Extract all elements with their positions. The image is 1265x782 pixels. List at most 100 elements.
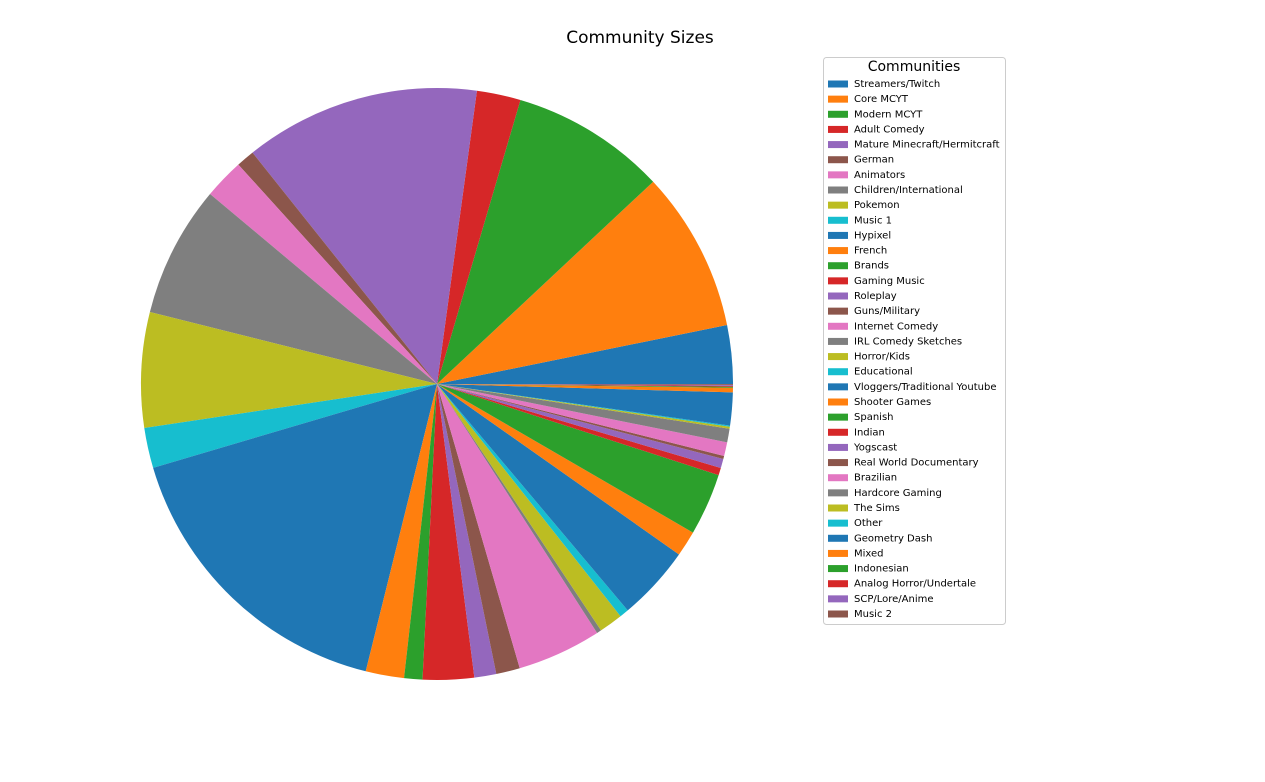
- legend-swatch: [828, 459, 848, 467]
- legend-label: Guns/Military: [854, 306, 920, 317]
- legend-label: Brazilian: [854, 473, 897, 484]
- legend-swatch: [828, 231, 848, 239]
- legend-swatch: [828, 565, 848, 573]
- legend-label: Indian: [854, 427, 885, 438]
- legend-swatch: [828, 368, 848, 376]
- pie-slice: [365, 384, 437, 679]
- legend-swatch: [828, 216, 848, 224]
- legend-label: Spanish: [854, 412, 894, 423]
- legend-swatch: [828, 383, 848, 391]
- legend-label: Horror/Kids: [854, 352, 910, 363]
- pie-slice: [238, 152, 437, 384]
- legend-swatch: [828, 353, 848, 361]
- legend-label: Yogscast: [853, 442, 897, 453]
- legend-label: Real World Documentary: [854, 458, 979, 469]
- legend-swatch: [828, 262, 848, 270]
- legend-label: Analog Horror/Undertale: [854, 579, 976, 590]
- legend-label: Indonesian: [854, 564, 909, 575]
- legend-label: Hypixel: [854, 230, 891, 241]
- legend-label: SCP/Lore/Anime: [854, 594, 934, 605]
- legend-label: Internet Comedy: [854, 321, 938, 332]
- pie-slice: [437, 384, 721, 476]
- legend-label: Mature Minecraft/Hermitcraft: [854, 140, 1000, 151]
- legend-label: Streamers/Twitch: [854, 79, 940, 90]
- legend-swatch: [828, 595, 848, 603]
- pie-slice: [437, 384, 679, 611]
- pie-slice: [437, 384, 725, 460]
- legend-label: German: [854, 155, 894, 166]
- legend-swatch: [828, 95, 848, 103]
- legend-label: Animators: [854, 170, 905, 181]
- pie-slice: [437, 384, 724, 468]
- legend-swatch: [828, 110, 848, 118]
- pie-slice: [437, 384, 731, 427]
- legend-label: Gaming Music: [854, 276, 925, 287]
- pie-slice: [437, 384, 602, 633]
- legend-swatch: [828, 519, 848, 527]
- pie-slice: [437, 100, 654, 384]
- legend-label: Modern MCYT: [854, 109, 923, 120]
- legend-label: Music 1: [854, 215, 892, 226]
- legend-label: Shooter Games: [854, 397, 931, 408]
- pie-slice: [404, 384, 437, 680]
- pie-slice: [437, 384, 694, 555]
- legend-label: French: [854, 246, 887, 257]
- pie-slice: [437, 325, 733, 384]
- legend-swatch: [828, 201, 848, 209]
- pie-slice: [437, 384, 733, 387]
- pie-slice: [252, 87, 477, 384]
- legend-label: Vloggers/Traditional Youtube: [854, 382, 997, 393]
- legend-label: Mixed: [854, 548, 884, 559]
- pie-slice: [437, 384, 497, 678]
- legend-swatch: [828, 186, 848, 194]
- pie-slice: [437, 384, 719, 533]
- legend-swatch: [828, 156, 848, 164]
- legend-swatch: [828, 171, 848, 179]
- pie-slice: [144, 384, 437, 468]
- legend-label: Children/International: [854, 185, 963, 196]
- legend-swatch: [828, 580, 848, 588]
- legend-label: Brands: [854, 261, 889, 272]
- legend-swatch: [828, 247, 848, 255]
- legend-swatch: [828, 428, 848, 436]
- pie-slice: [422, 384, 475, 681]
- legend-box: [823, 57, 1006, 625]
- legend-swatch: [828, 141, 848, 149]
- legend-label: Pokemon: [854, 200, 900, 211]
- pie-slice: [437, 384, 733, 386]
- legend-label: Geometry Dash: [854, 533, 932, 544]
- legend-swatch: [828, 307, 848, 315]
- pie-slice: [437, 384, 728, 457]
- pie-slice: [149, 193, 437, 384]
- legend-swatch: [828, 337, 848, 345]
- legend-label: Educational: [854, 367, 913, 378]
- pie-slice: [437, 384, 730, 443]
- legend-swatch: [828, 125, 848, 133]
- pie-slice: [437, 384, 733, 393]
- legend-label: Music 2: [854, 609, 892, 620]
- legend-swatch: [828, 80, 848, 88]
- legend-label: Roleplay: [854, 291, 897, 302]
- pie-slice: [437, 384, 628, 617]
- legend-swatch: [828, 398, 848, 406]
- pie-slice: [437, 384, 733, 385]
- pie-slice: [153, 384, 437, 672]
- pie-slice: [437, 384, 621, 631]
- legend-swatch: [828, 504, 848, 512]
- legend-label: Adult Comedy: [854, 124, 925, 135]
- pie-slice: [437, 384, 733, 388]
- legend-label: Hardcore Gaming: [854, 488, 942, 499]
- legend-swatch: [828, 292, 848, 300]
- legend-swatch: [828, 413, 848, 421]
- pie-slice: [437, 384, 598, 669]
- pie-slice: [210, 164, 437, 384]
- legend-swatch: [828, 534, 848, 542]
- legend-swatch: [828, 322, 848, 330]
- legend-title: Communities: [868, 59, 961, 75]
- legend-swatch: [828, 277, 848, 285]
- legend-label: Core MCYT: [854, 94, 909, 105]
- legend-swatch: [828, 474, 848, 482]
- legend-swatch: [828, 489, 848, 497]
- legend-label: IRL Comedy Sketches: [854, 336, 962, 347]
